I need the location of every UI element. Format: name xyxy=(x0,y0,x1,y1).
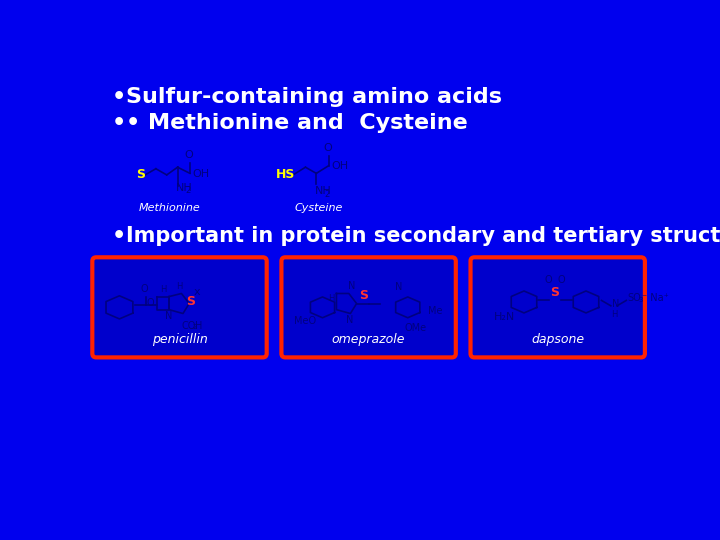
Text: O: O xyxy=(557,275,565,285)
FancyBboxPatch shape xyxy=(282,257,456,357)
Text: O: O xyxy=(140,284,148,294)
Text: •: • xyxy=(112,226,126,246)
Text: H: H xyxy=(160,285,166,294)
Text: N: N xyxy=(166,311,173,321)
Text: S: S xyxy=(551,286,559,299)
Text: MeO: MeO xyxy=(294,316,317,326)
Text: OMe: OMe xyxy=(405,323,426,333)
Text: NH: NH xyxy=(315,186,331,195)
Text: O: O xyxy=(147,299,154,308)
Text: Methionine: Methionine xyxy=(139,204,201,213)
Text: H: H xyxy=(611,309,618,319)
Text: O: O xyxy=(545,275,553,285)
Text: N: N xyxy=(346,315,354,325)
FancyBboxPatch shape xyxy=(471,257,645,357)
Text: H: H xyxy=(194,321,202,331)
Text: OH: OH xyxy=(192,169,210,179)
Text: ⁻ Na⁺: ⁻ Na⁺ xyxy=(642,293,669,303)
Text: 3: 3 xyxy=(638,298,642,303)
Text: •: • xyxy=(112,112,126,132)
Text: N: N xyxy=(611,299,619,309)
Text: • Methionine and  Cysteine: • Methionine and Cysteine xyxy=(126,112,467,132)
Text: penicillin: penicillin xyxy=(152,333,207,346)
Text: S: S xyxy=(186,295,195,308)
Text: NH: NH xyxy=(176,183,193,193)
Text: O: O xyxy=(185,150,194,159)
Text: HS: HS xyxy=(276,168,295,181)
Text: Important in protein secondary and tertiary structure: Important in protein secondary and terti… xyxy=(126,226,720,246)
FancyBboxPatch shape xyxy=(92,257,266,357)
Text: dapsone: dapsone xyxy=(531,333,584,346)
Text: x: x xyxy=(194,287,200,297)
Text: S: S xyxy=(136,168,145,181)
Text: 2: 2 xyxy=(192,325,197,330)
Text: 2: 2 xyxy=(324,190,329,199)
Text: SO: SO xyxy=(627,293,641,303)
Text: N: N xyxy=(395,282,402,292)
Text: •: • xyxy=(112,87,126,107)
Text: Me: Me xyxy=(428,306,442,316)
Text: Cysteine: Cysteine xyxy=(294,204,343,213)
Text: omeprazole: omeprazole xyxy=(332,333,405,346)
Text: N: N xyxy=(348,281,356,291)
Text: CO: CO xyxy=(181,321,196,331)
Text: H: H xyxy=(328,294,335,302)
Text: 2: 2 xyxy=(185,186,191,195)
Text: O: O xyxy=(323,143,333,153)
Text: H₂N: H₂N xyxy=(494,312,516,322)
Text: Sulfur-containing amino acids: Sulfur-containing amino acids xyxy=(126,87,502,107)
Text: OH: OH xyxy=(331,161,348,171)
Text: H: H xyxy=(176,282,182,291)
Text: S: S xyxy=(359,288,368,301)
